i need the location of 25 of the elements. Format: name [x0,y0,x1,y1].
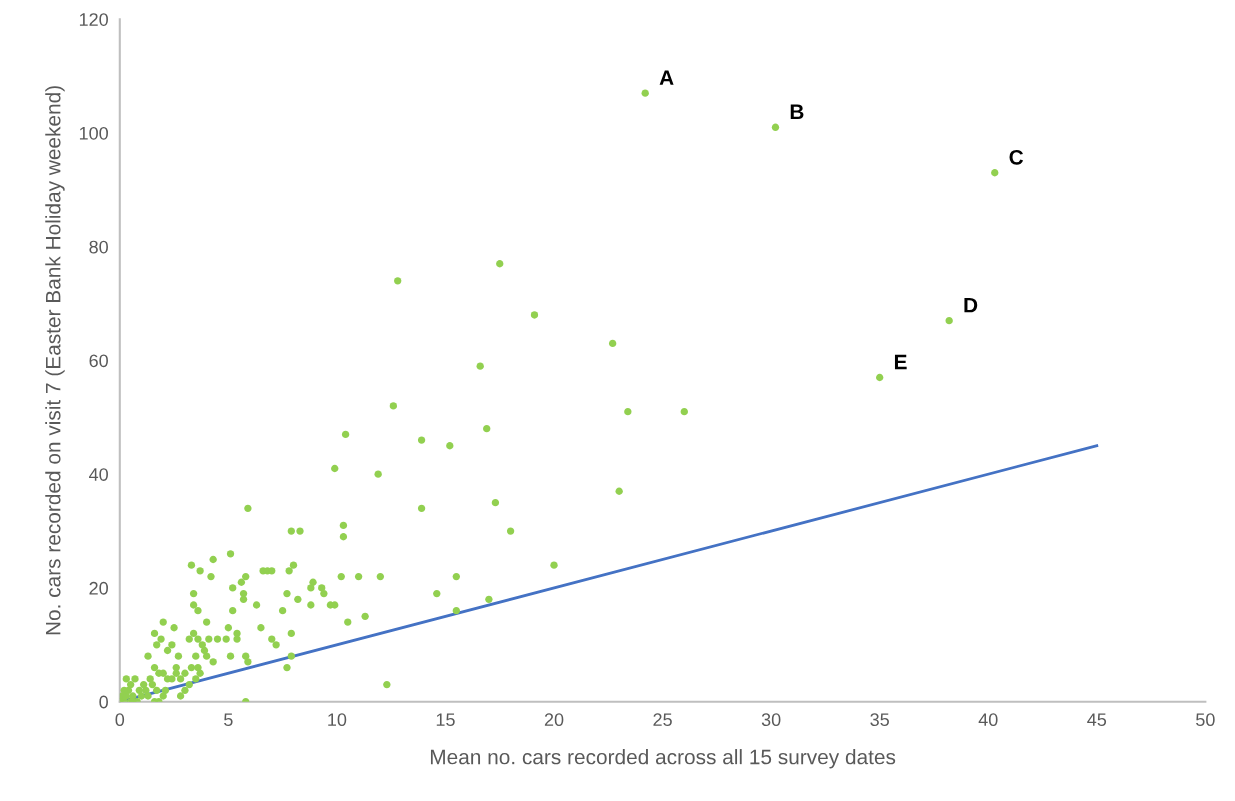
x-tick-label: 5 [224,713,233,727]
x-tick-label: 40 [978,713,998,727]
annotation: A [659,70,674,85]
y-tick-label: 0 [99,695,108,709]
x-tick-label: 15 [436,713,455,727]
x-tick-label: 35 [870,713,889,727]
annotation: C [1009,149,1024,165]
x-tick-label: 20 [544,713,564,727]
y-tick-label: 120 [79,13,108,26]
annotation: D [964,297,978,313]
y-tick-label: 100 [79,126,108,140]
x-tick-label: 50 [1196,713,1215,727]
x-tick-label: 25 [653,713,672,727]
y-tick-label: 80 [89,240,108,254]
y-tick-label: 40 [89,468,108,481]
y-tick-label: 20 [89,581,108,595]
annotation: E [894,354,907,370]
y-axis-title: No. cars recorded on visit 7 (Easter Bank Holiday weekend) [45,86,65,635]
x-tick-label: 45 [1087,713,1107,727]
y-tick-label: 60 [89,354,108,368]
x-tick-label: 0 [115,713,125,727]
annotation: B [790,104,804,119]
x-tick-label: 30 [761,713,781,727]
x-tick-label: 10 [328,713,347,727]
x-axis-title: Mean no. cars recorded across all 15 survey dates [430,749,896,769]
